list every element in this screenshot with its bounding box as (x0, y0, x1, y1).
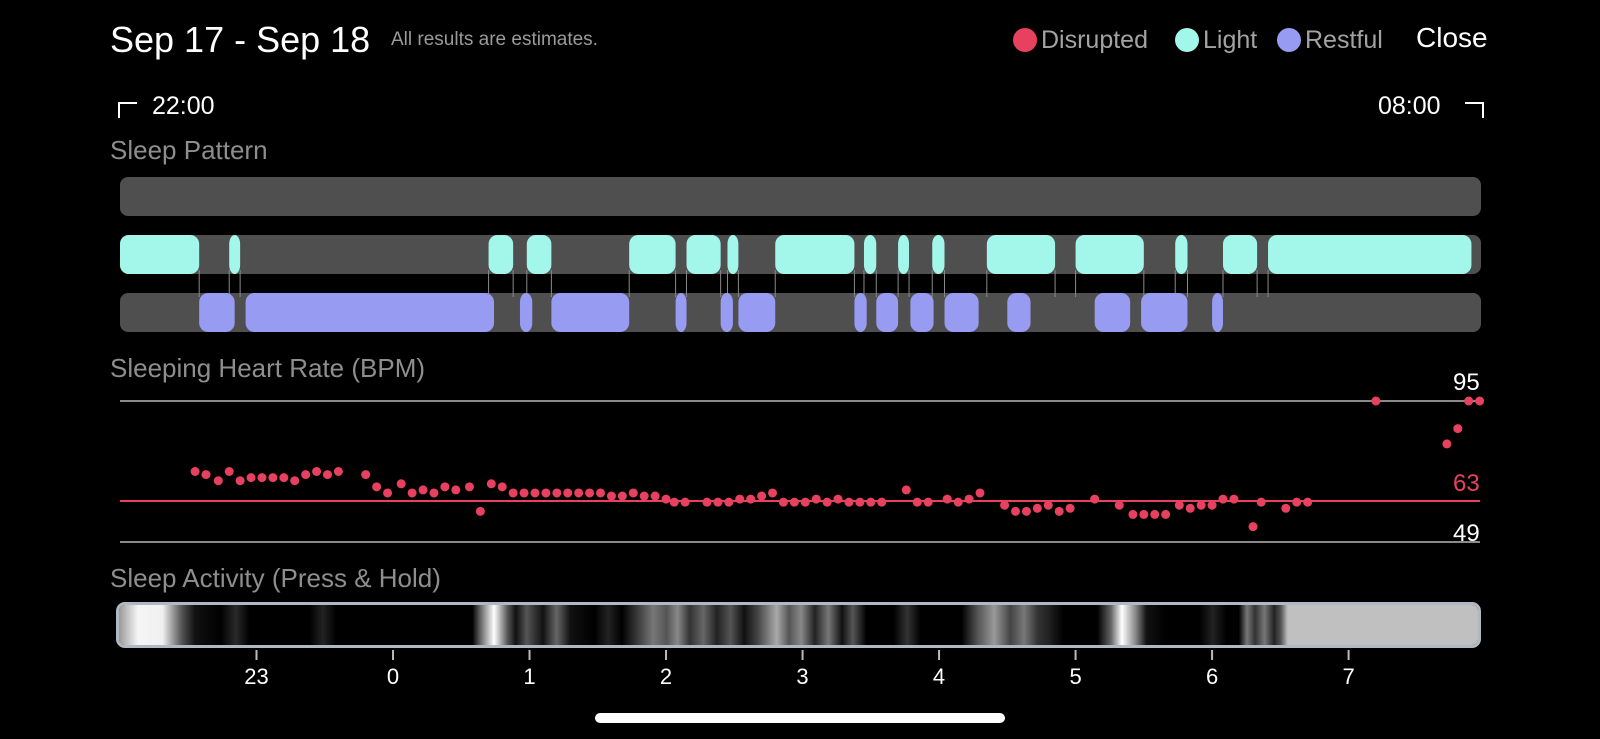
disrupted-track (120, 177, 1481, 216)
hr-min-label: 49 (1453, 520, 1480, 547)
light-segment (775, 235, 855, 274)
light-segment (488, 235, 514, 274)
start-bracket-icon (118, 102, 137, 118)
legend-label-disrupted: Disrupted (1041, 25, 1148, 54)
heart-rate-title: Sleeping Heart Rate (BPM) (110, 353, 426, 383)
light-segment (898, 235, 910, 274)
light-segment (229, 235, 241, 274)
light-segment (686, 235, 721, 274)
light-segment (526, 235, 552, 274)
restful-segment (876, 293, 899, 332)
light-segment (1268, 235, 1472, 274)
light-segment (629, 235, 676, 274)
legend-label-restful: Restful (1305, 25, 1383, 54)
restful-segment (551, 293, 630, 332)
restful-segment (910, 293, 934, 332)
restful-segment (854, 293, 867, 332)
legend-light: Light (1175, 24, 1257, 56)
light-segment (932, 235, 945, 274)
light-dot-icon (1175, 28, 1199, 52)
restful-segment (519, 293, 533, 332)
light-segment (1175, 235, 1188, 274)
restful-segment (1007, 293, 1031, 332)
legend-restful: Restful (1277, 24, 1383, 56)
restful-segment (199, 293, 235, 332)
hr-avg-label: 63 (1453, 470, 1480, 497)
restful-segment (944, 293, 979, 332)
activity-heatmap (119, 605, 1478, 645)
light-segment (986, 235, 1056, 274)
light-segment (727, 235, 739, 274)
stage-transition-lines (198, 270, 1269, 297)
estimate-disclaimer: All results are estimates. (391, 29, 598, 50)
end-time: 08:00 (1378, 92, 1441, 120)
restful-dot-icon (1277, 28, 1301, 52)
restful-segment (1094, 293, 1131, 332)
restful-segments (199, 293, 1223, 332)
restful-segment (245, 293, 495, 332)
sleep-activity-bar[interactable] (116, 602, 1481, 648)
light-segment (863, 235, 877, 274)
restful-segment (720, 293, 733, 332)
restful-segment (1212, 293, 1223, 332)
legend-disrupted: Disrupted (1013, 24, 1148, 56)
sleep-pattern-title: Sleep Pattern (110, 135, 268, 165)
date-range-title: Sep 17 - Sep 18 (110, 19, 371, 60)
restful-segment (1141, 293, 1188, 332)
end-bracket-icon (1465, 102, 1484, 118)
legend-label-light: Light (1203, 25, 1258, 54)
start-time: 22:00 (152, 92, 215, 120)
restful-segment (738, 293, 776, 332)
hr-max-label: 95 (1453, 369, 1480, 396)
restful-segment (675, 293, 687, 332)
light-segment (120, 235, 200, 274)
disrupted-dot-icon (1013, 28, 1037, 52)
sleep-activity-title: Sleep Activity (Press & Hold) (110, 563, 441, 593)
close-button[interactable]: Close (1416, 22, 1488, 53)
light-segments (120, 235, 1472, 274)
home-indicator[interactable] (595, 713, 1005, 723)
light-segment (1222, 235, 1258, 274)
light-segment (1075, 235, 1144, 274)
